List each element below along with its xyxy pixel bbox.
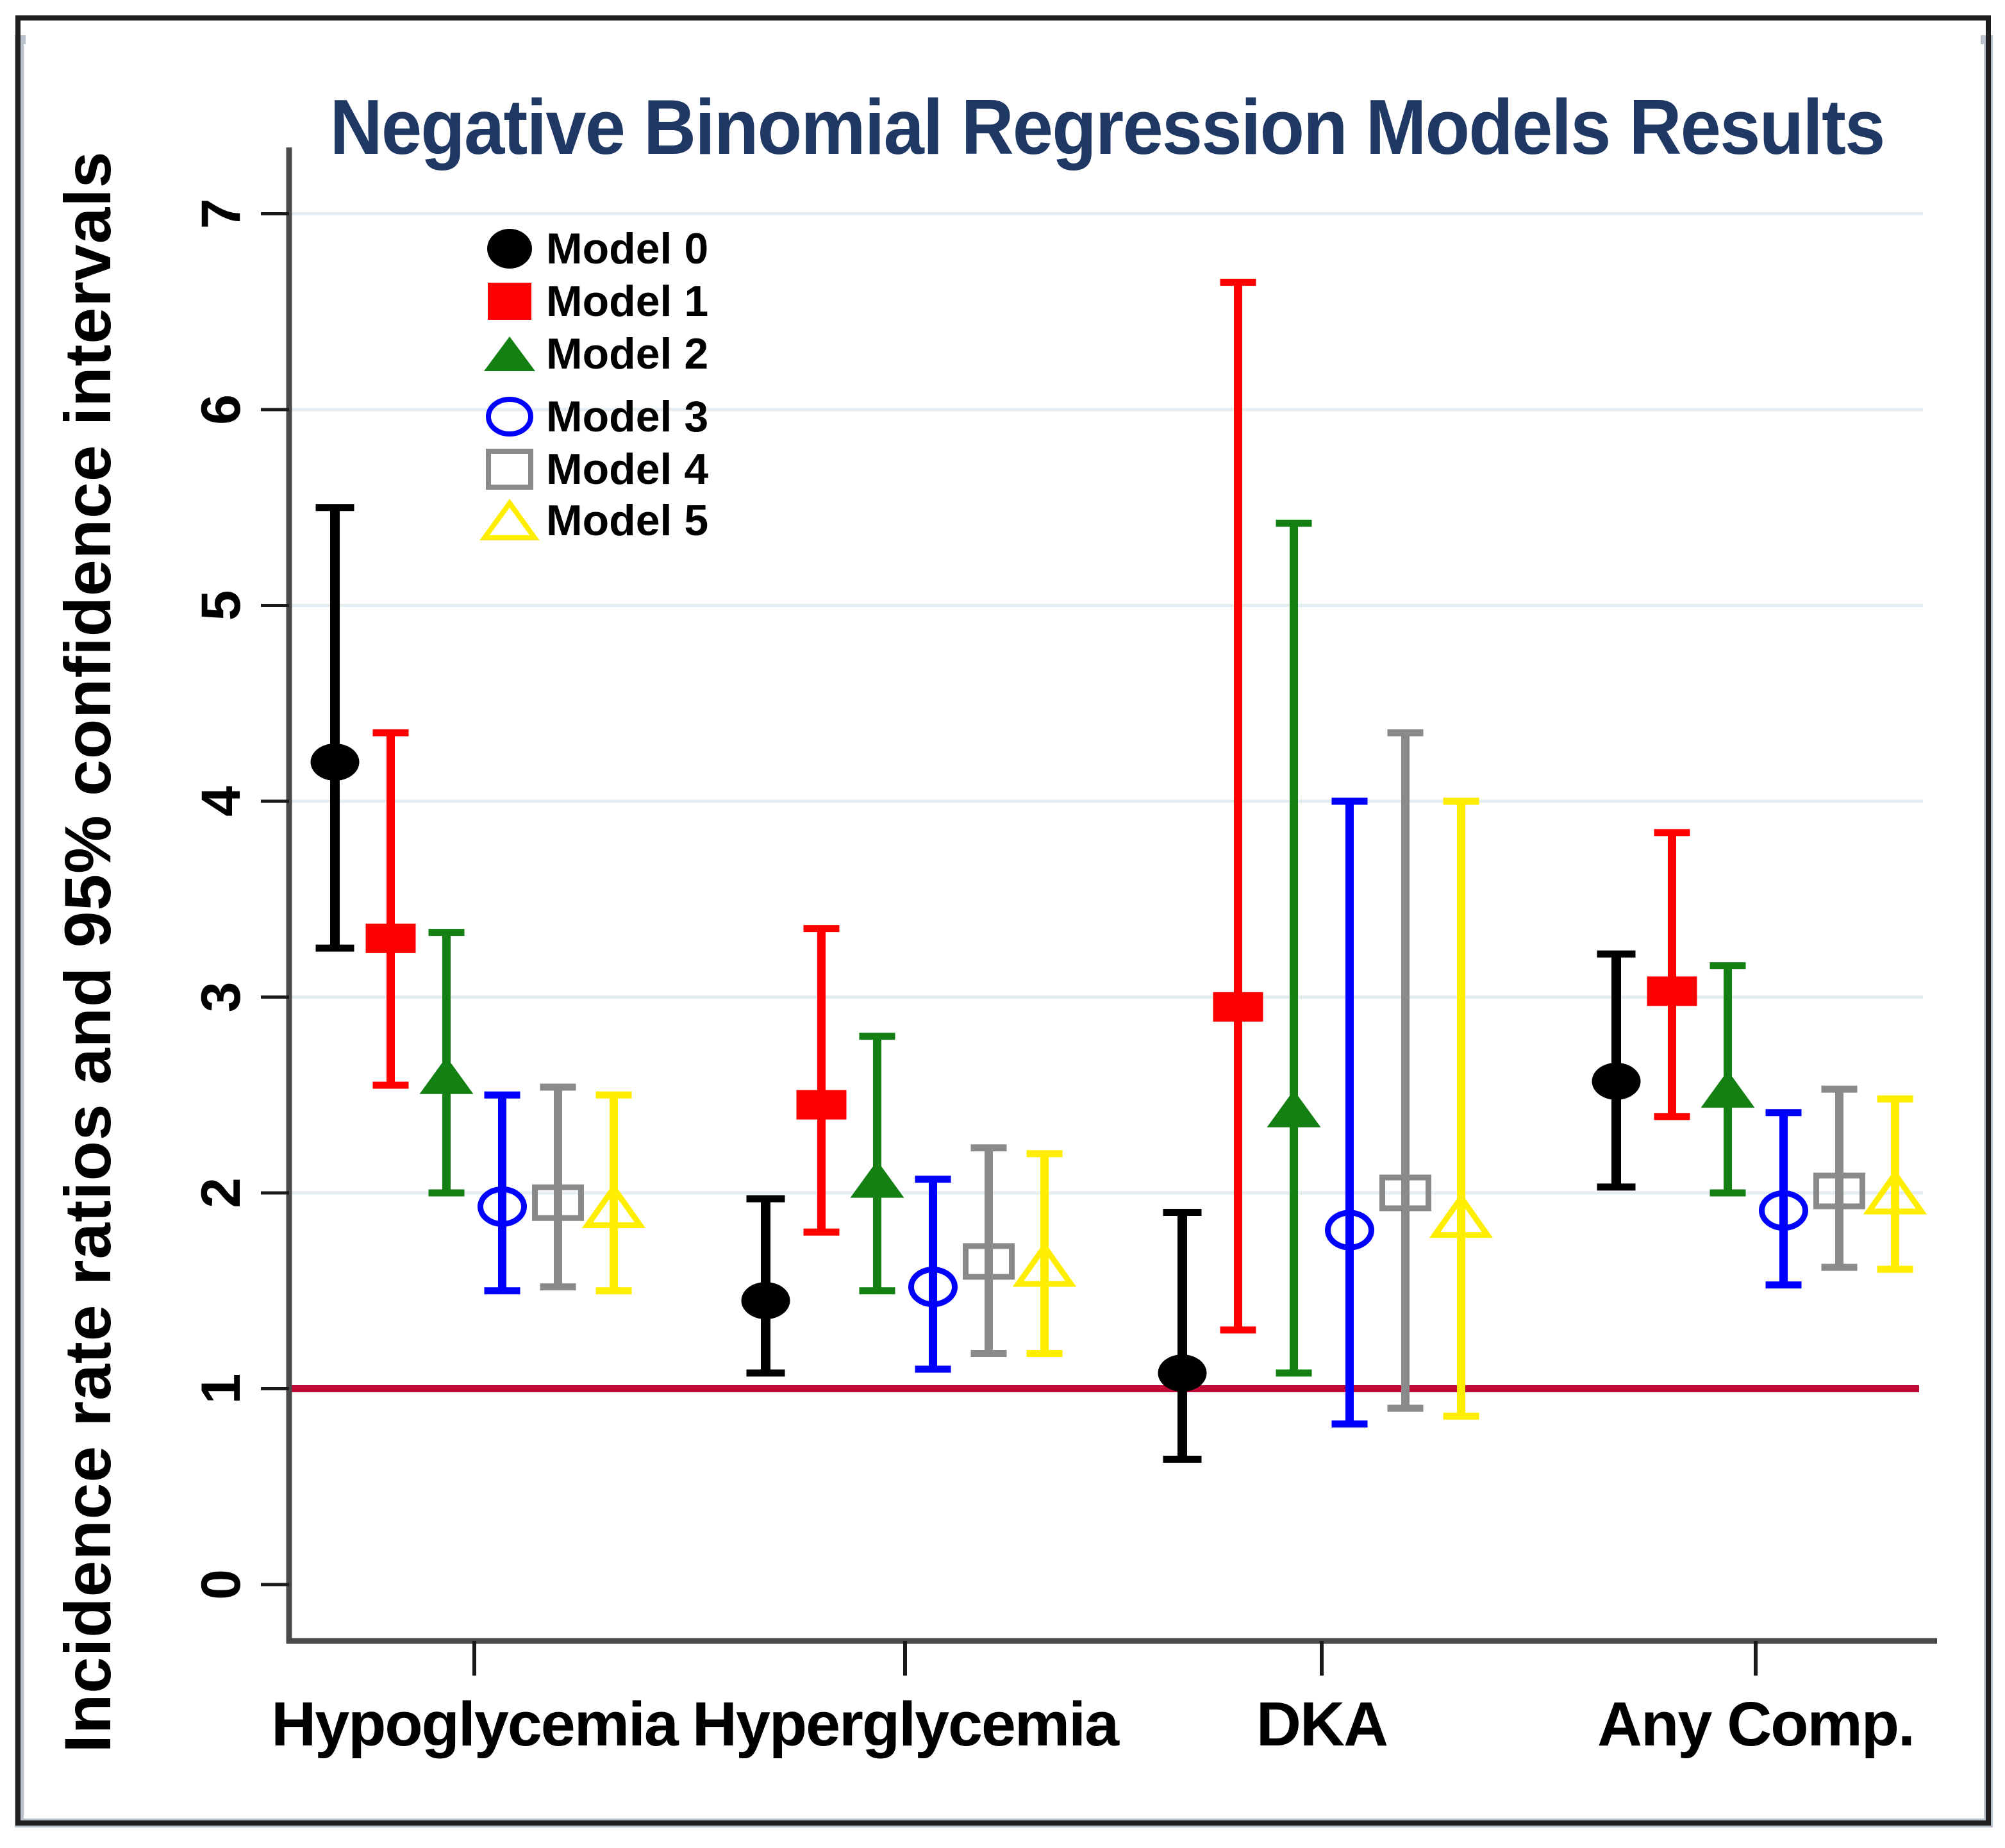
point-marker	[1701, 1070, 1755, 1108]
estimate-dka	[1213, 278, 1263, 1334]
point-marker	[1267, 1090, 1321, 1128]
series-model-0	[310, 504, 1641, 1463]
estimate-hypoglycemia	[581, 1091, 646, 1295]
figure-background	[26, 26, 1981, 1815]
y-tick-label-2: 2	[190, 1178, 252, 1208]
triangle-legend-icon	[479, 499, 540, 540]
point-marker	[365, 923, 416, 953]
point-marker	[1647, 976, 1697, 1006]
estimate-hyperglycemia	[850, 1033, 904, 1295]
estimate-dka	[1379, 729, 1431, 1412]
estimate-hyperglycemia	[963, 1144, 1015, 1358]
y-tick-label-4: 4	[190, 786, 252, 817]
estimate-hypoglycemia	[365, 729, 416, 1089]
series-model-4	[532, 729, 1865, 1412]
legend-label: Model 0	[546, 224, 708, 273]
estimate-hypoglycemia	[310, 504, 360, 952]
triangle-legend-icon	[484, 337, 535, 371]
x-tick-label: DKA	[1256, 1689, 1387, 1759]
estimate-any-comp-	[1813, 1085, 1865, 1271]
point-marker	[581, 1183, 646, 1228]
x-tick-label: Hypoglycemia	[271, 1689, 679, 1759]
estimate-dka	[1267, 519, 1321, 1377]
estimate-any-comp-	[1592, 950, 1641, 1191]
point-marker	[419, 1056, 474, 1094]
y-tick-label-5: 5	[190, 590, 252, 621]
legend-label: Model 3	[546, 392, 708, 441]
x-tick-label: Any Comp.	[1597, 1689, 1914, 1759]
point-marker	[1213, 992, 1263, 1022]
legend-label: Model 5	[546, 496, 708, 545]
chart-title: Negative Binomial Regression Models Resu…	[330, 83, 1884, 171]
legend-label: Model 4	[546, 445, 708, 494]
series-model-1	[365, 278, 1697, 1334]
legend-label: Model 2	[546, 329, 708, 378]
frame-border	[15, 15, 1991, 1826]
legend-item-model-5: Model 5	[479, 496, 708, 545]
point-marker	[850, 1160, 904, 1198]
square-legend-icon	[486, 449, 533, 490]
y-tick-label-1: 1	[190, 1374, 252, 1404]
point-marker	[1429, 1192, 1493, 1238]
square-legend-icon	[488, 283, 531, 320]
point-marker	[1379, 1174, 1431, 1211]
point-marker	[310, 743, 360, 781]
point-marker	[963, 1243, 1015, 1280]
series-layer	[310, 278, 1927, 1463]
estimate-hyperglycemia	[796, 925, 847, 1236]
axes-layer: 0 1 2 3 4 5 6 7 Hypoglycemia Hyperglycemia DKA Any …	[190, 147, 1937, 1759]
series-model-2	[419, 519, 1755, 1377]
estimate-dka	[1429, 797, 1493, 1420]
point-marker	[1325, 1210, 1374, 1251]
legend-item-model-0: Model 0	[487, 224, 708, 273]
estimate-hyperglycemia	[908, 1176, 958, 1373]
point-marker	[1863, 1169, 1927, 1215]
estimate-hyperglycemia	[741, 1195, 790, 1377]
point-marker	[1158, 1354, 1207, 1392]
estimate-hyperglycemia	[1012, 1150, 1077, 1358]
estimate-dka	[1158, 1209, 1207, 1463]
y-tick-label-6: 6	[190, 394, 252, 425]
legend-item-model-2: Model 2	[484, 329, 708, 378]
estimate-any-comp-	[1759, 1109, 1808, 1289]
circle-legend-icon	[487, 229, 532, 269]
y-tick-label-7: 7	[190, 199, 252, 229]
point-marker	[1012, 1242, 1077, 1287]
point-marker	[1813, 1172, 1865, 1210]
point-marker	[478, 1186, 527, 1227]
series-model-3	[478, 797, 1808, 1428]
series-model-5	[581, 797, 1927, 1420]
point-marker	[741, 1282, 790, 1320]
point-marker	[908, 1267, 958, 1308]
point-marker	[1592, 1062, 1641, 1100]
legend-item-model-3: Model 3	[486, 392, 708, 441]
y-tick-label-3: 3	[190, 982, 252, 1013]
estimate-hypoglycemia	[478, 1091, 527, 1295]
estimate-hypoglycemia	[419, 929, 474, 1197]
estimate-hypoglycemia	[532, 1083, 584, 1291]
legend-item-model-1: Model 1	[488, 277, 708, 326]
point-marker	[532, 1184, 584, 1221]
estimate-any-comp-	[1863, 1095, 1927, 1273]
x-tick-label: Hyperglycemia	[692, 1689, 1120, 1759]
y-axis-label: Incidence rate ratios and 95% confidence…	[51, 151, 124, 1753]
estimate-any-comp-	[1647, 829, 1697, 1120]
legend-item-model-4: Model 4	[486, 445, 708, 494]
estimate-dka	[1325, 797, 1374, 1428]
y-tick-label-0: 0	[190, 1569, 252, 1600]
legend-label: Model 1	[546, 277, 708, 326]
point-marker	[796, 1090, 847, 1120]
point-marker	[1759, 1190, 1808, 1231]
estimate-any-comp-	[1701, 962, 1755, 1197]
circle-legend-icon	[486, 397, 533, 437]
